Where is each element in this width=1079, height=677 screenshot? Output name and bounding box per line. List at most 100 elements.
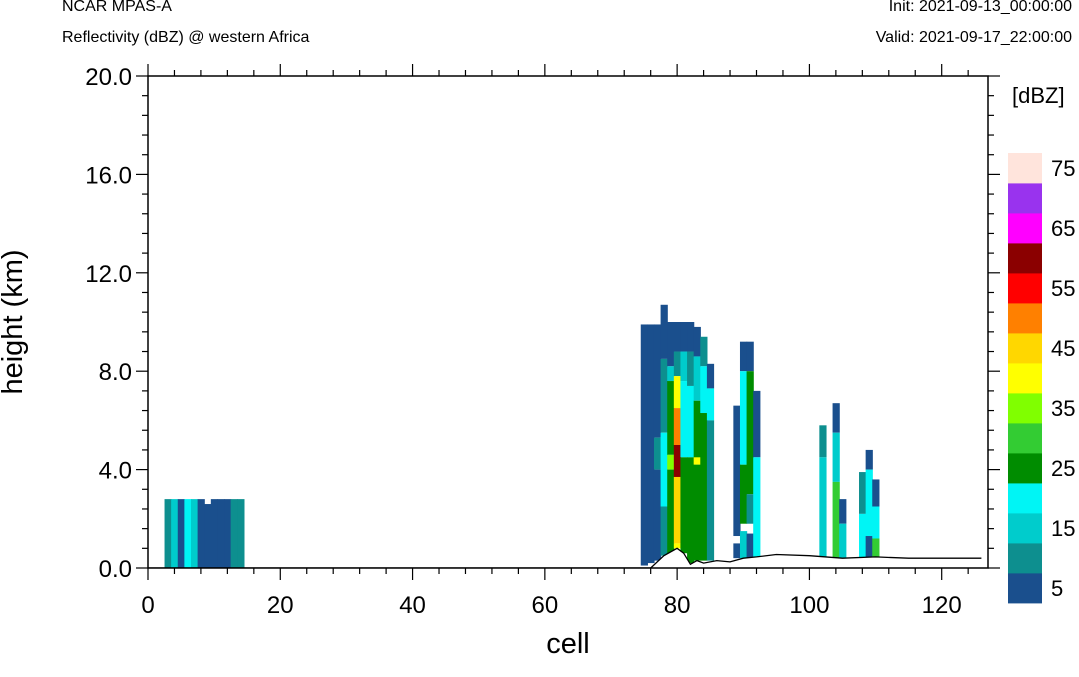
y-axis-label: height (km) — [0, 249, 29, 394]
reflectivity-cell — [667, 454, 675, 470]
reflectivity-cell — [660, 358, 668, 433]
reflectivity-cell — [865, 449, 873, 470]
x-tick-label: 100 — [789, 592, 829, 619]
colorbar-swatch — [1008, 213, 1042, 244]
reflectivity-cell — [667, 366, 675, 382]
x-tick-label: 0 — [141, 592, 154, 619]
colorbar-label: 25 — [1051, 456, 1075, 481]
reflectivity-cell — [673, 376, 682, 409]
reflectivity-cell — [190, 499, 199, 568]
reflectivity-cell — [224, 499, 232, 568]
reflectivity-cell — [667, 469, 675, 554]
reflectivity-cell — [746, 371, 754, 495]
y-tick-label: 12.0 — [85, 261, 132, 288]
reflectivity-cell — [865, 469, 873, 537]
reflectivity-cell — [647, 324, 655, 564]
reflectivity-cell — [653, 469, 662, 561]
reflectivity-cell — [667, 322, 675, 367]
colorbar-swatch — [1008, 243, 1042, 274]
x-axis-label: cell — [546, 628, 590, 660]
y-tick-label: 8.0 — [99, 359, 132, 386]
x-tick-label: 60 — [531, 592, 558, 619]
x-tick-label: 40 — [399, 592, 426, 619]
reflectivity-cell — [693, 464, 701, 561]
colorbar-swatch — [1008, 183, 1042, 214]
model-name: NCAR MPAS-A — [62, 0, 172, 15]
colorbar-swatch — [1008, 333, 1042, 364]
valid-time: Valid: 2021-09-17_22:00:00 — [875, 29, 1072, 46]
reflectivity-cell — [753, 457, 761, 559]
reflectivity-cell — [667, 381, 675, 455]
reflectivity-cell — [673, 543, 682, 549]
reflectivity-cell — [680, 381, 688, 458]
reflectivity-cell — [746, 341, 754, 372]
y-tick-label: 16.0 — [85, 162, 132, 189]
x-tick-label: 80 — [664, 592, 691, 619]
colorbar-swatch — [1008, 303, 1042, 334]
reflectivity-cell — [184, 499, 192, 568]
reflectivity-cell — [673, 445, 682, 477]
axes: 0 20 40 60 80 100 120 0.0 4.0 8.0 12.0 16.0 20.0 — [85, 64, 1000, 619]
reflectivity-cell — [819, 457, 827, 559]
colorbar-swatch — [1008, 573, 1042, 604]
reflectivity-cell — [739, 371, 748, 465]
colorbar-label: 35 — [1051, 396, 1075, 421]
reflectivity-cell — [746, 494, 754, 524]
colorbar-label: 15 — [1051, 516, 1075, 541]
reflectivity-cell — [660, 506, 668, 556]
colorbar-swatch — [1008, 363, 1042, 394]
colorbar-swatch — [1008, 153, 1042, 184]
reflectivity-cell — [872, 538, 880, 559]
y-tick-label: 20.0 — [85, 64, 132, 91]
reflectivity-cell — [177, 499, 185, 568]
reflectivity-cell — [865, 536, 873, 559]
reflectivity-cell — [687, 385, 695, 458]
reflectivity-cell — [739, 464, 748, 524]
reflectivity-cell — [164, 499, 172, 568]
reflectivity-cell — [859, 472, 867, 514]
colorbar-label: 5 — [1051, 576, 1063, 601]
reflectivity-cell — [673, 351, 682, 377]
reflectivity-cell — [832, 403, 840, 433]
reflectivity-cell — [819, 425, 827, 458]
reflectivity-cell — [746, 533, 754, 559]
colorbar-label: 75 — [1051, 156, 1075, 181]
reflectivity-cell — [706, 420, 715, 561]
reflectivity-cell — [680, 351, 688, 382]
reflectivity-cell — [204, 504, 212, 568]
reflectivity-cell — [687, 322, 695, 352]
colorbar-swatch — [1008, 273, 1042, 304]
reflectivity-cell — [700, 366, 708, 414]
reflectivity-cell — [687, 457, 695, 564]
colorbar: 5 15 25 35 45 55 65 75 — [1008, 153, 1075, 604]
reflectivity-cell — [197, 499, 205, 568]
reflectivity-cell — [693, 326, 701, 357]
colorbar-swatch — [1008, 393, 1042, 424]
reflectivity-cell — [660, 432, 668, 507]
reflectivity-cell — [832, 481, 840, 559]
terrain-line — [148, 547, 982, 568]
reflectivity-cell — [230, 499, 238, 568]
reflectivity-cell — [872, 479, 880, 507]
reflectivity-cell — [700, 336, 708, 367]
colorbar-swatch — [1008, 513, 1042, 544]
reflectivity-cell — [739, 531, 748, 559]
reflectivity-cell — [693, 400, 701, 465]
reflectivity-cell — [217, 499, 225, 568]
reflectivity-cell — [693, 356, 701, 401]
reflectivity-cell — [653, 324, 662, 438]
reflectivity-cell — [753, 390, 761, 458]
reflectivity-cell — [706, 388, 715, 421]
reflectivity-cell — [673, 408, 682, 445]
colorbar-label: 45 — [1051, 336, 1075, 361]
reflectivity-cell — [171, 499, 179, 568]
reflectivity-cell — [210, 499, 219, 568]
reflectivity-cell — [739, 341, 748, 372]
x-tick-label: 120 — [922, 592, 962, 619]
colorbar-label: 65 — [1051, 216, 1075, 241]
reflectivity-cell — [640, 324, 648, 566]
y-tick-label: 0.0 — [99, 556, 132, 583]
colorbar-unit: [dBZ] — [1012, 83, 1065, 108]
reflectivity-cell — [706, 363, 715, 389]
